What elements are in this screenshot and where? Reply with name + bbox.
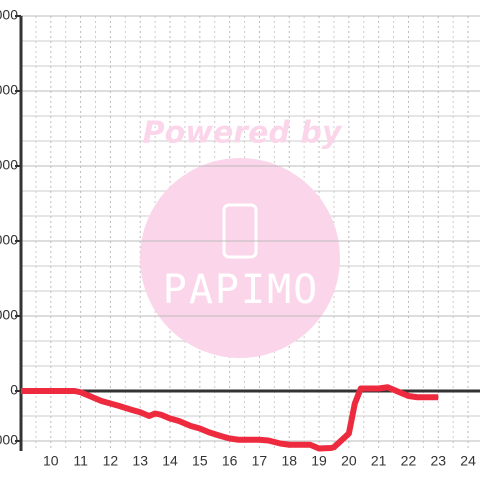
- watermark-phone: [222, 203, 258, 259]
- x-tick-label: 22: [401, 453, 417, 469]
- x-tick-label: 10: [43, 453, 59, 469]
- y-tick-label: 150,000: [0, 7, 18, 23]
- x-tick-label: 23: [430, 453, 446, 469]
- watermark-logo: PAPIMO: [163, 267, 320, 313]
- y-tick-label: 30,000: [0, 307, 18, 323]
- x-tick-label: 20: [341, 453, 357, 469]
- watermark-text: Powered by: [143, 116, 343, 151]
- x-tick-label: 21: [371, 453, 387, 469]
- watermark: Powered by PAPIMO: [140, 116, 343, 358]
- x-tick-label: 14: [162, 453, 178, 469]
- x-tick-label: 24: [460, 453, 476, 469]
- y-tick-label: 120,000: [0, 82, 18, 98]
- x-tick-label: 15: [192, 453, 208, 469]
- x-tick-label: 11: [73, 453, 88, 469]
- y-tick-label: 90,000: [0, 157, 18, 173]
- x-tick-label: 13: [132, 453, 148, 469]
- y-tick-label: -20,000: [0, 432, 18, 448]
- x-tick-label: 18: [281, 453, 297, 469]
- data-line: [21, 384, 439, 452]
- y-tick-label: 0: [10, 382, 18, 398]
- x-tick-label: 19: [311, 453, 327, 469]
- y-tick-label: 60,000: [0, 232, 18, 248]
- x-tick-label: 12: [103, 453, 119, 469]
- x-tick-label: 16: [222, 453, 238, 469]
- x-tick-label: 17: [252, 453, 268, 469]
